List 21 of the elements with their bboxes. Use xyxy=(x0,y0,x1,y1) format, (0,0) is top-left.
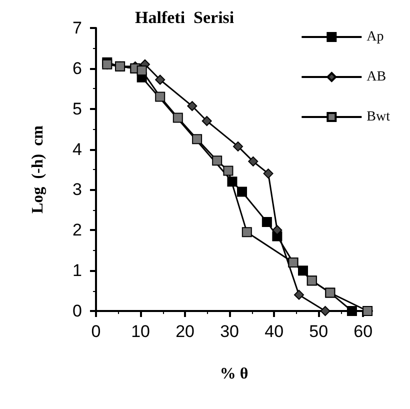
y-tick-label: 5 xyxy=(72,99,82,118)
x-tick-label: 60 xyxy=(354,322,373,341)
x-tick-label: 50 xyxy=(309,322,328,341)
y-tick-label: 0 xyxy=(72,302,82,320)
x-tick-label: 20 xyxy=(176,322,194,341)
legend-label: Ap xyxy=(366,30,384,44)
y-tick-label: 4 xyxy=(72,140,82,159)
x-tick-label: 0 xyxy=(91,322,101,341)
x-tick-label: 30 xyxy=(220,322,240,341)
y-tick-label: 6 xyxy=(72,58,82,78)
chart-title: Halfeti Serisi xyxy=(135,8,234,27)
y-axis-title: Log (-h) cm xyxy=(30,124,46,214)
y-tick-label: 3 xyxy=(72,180,82,200)
legend-label: AB xyxy=(366,70,386,84)
x-tick-label: 10 xyxy=(131,322,150,341)
legend-label: Bwt xyxy=(366,110,390,124)
y-tick-label: 2 xyxy=(72,220,82,240)
x-axis-title: % θ xyxy=(220,366,248,382)
y-tick-label: 1 xyxy=(72,261,82,280)
y-tick-label: 7 xyxy=(72,18,82,38)
x-tick-label: 40 xyxy=(264,322,284,341)
